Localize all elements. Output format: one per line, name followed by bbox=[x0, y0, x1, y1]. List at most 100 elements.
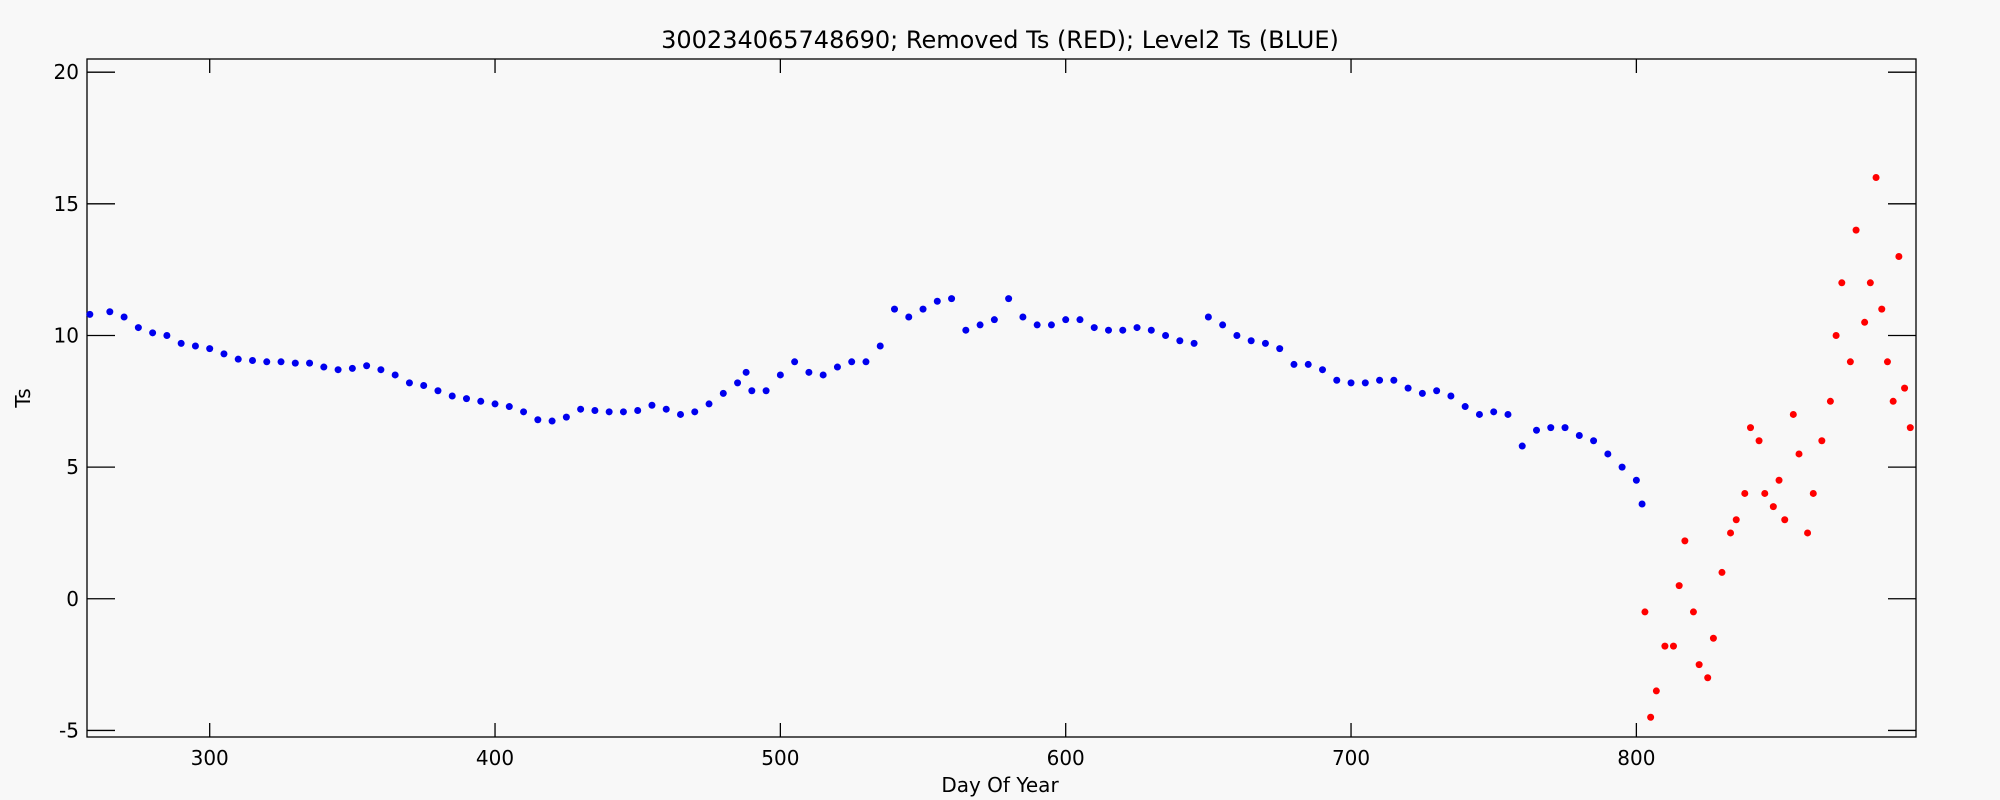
data-point bbox=[1162, 331, 1170, 339]
data-point bbox=[577, 405, 585, 413]
data-point bbox=[1233, 331, 1241, 339]
data-point bbox=[1033, 321, 1041, 329]
data-point bbox=[648, 401, 656, 409]
data-point bbox=[1490, 408, 1498, 416]
data-point bbox=[120, 313, 128, 321]
data-point bbox=[1376, 376, 1384, 384]
y-tick-label: -5 bbox=[59, 718, 79, 742]
data-point bbox=[1846, 358, 1854, 366]
x-axis-label: Day Of Year bbox=[941, 773, 1059, 797]
data-point bbox=[990, 316, 998, 324]
data-point bbox=[177, 339, 185, 347]
data-point bbox=[1795, 450, 1803, 458]
data-point bbox=[1204, 313, 1212, 321]
data-point bbox=[134, 324, 142, 332]
data-point bbox=[191, 342, 199, 350]
data-point bbox=[1119, 326, 1127, 334]
data-point bbox=[1475, 410, 1483, 418]
data-point bbox=[805, 368, 813, 376]
data-point bbox=[320, 363, 328, 371]
data-point bbox=[220, 350, 228, 358]
data-point bbox=[1618, 463, 1626, 471]
data-point bbox=[605, 408, 613, 416]
x-tick-label: 500 bbox=[761, 746, 799, 770]
data-point bbox=[306, 359, 314, 367]
data-point bbox=[1390, 376, 1398, 384]
data-point bbox=[1590, 437, 1598, 445]
data-point bbox=[1347, 379, 1355, 387]
y-tick-label: 20 bbox=[54, 60, 79, 84]
x-tick-label: 300 bbox=[191, 746, 229, 770]
data-point bbox=[1906, 424, 1914, 432]
data-point bbox=[206, 345, 214, 353]
data-point bbox=[1669, 642, 1677, 650]
data-point bbox=[163, 331, 171, 339]
data-point bbox=[791, 358, 799, 366]
data-point bbox=[1019, 313, 1027, 321]
data-point bbox=[848, 358, 856, 366]
data-point bbox=[1775, 476, 1783, 484]
data-point bbox=[1818, 437, 1826, 445]
data-point bbox=[676, 410, 684, 418]
data-point bbox=[363, 362, 371, 370]
data-point bbox=[1755, 437, 1763, 445]
chart-title: 300234065748690; Removed Ts (RED); Level… bbox=[661, 26, 1339, 54]
data-point bbox=[1304, 360, 1312, 368]
data-point bbox=[1219, 321, 1227, 329]
data-point bbox=[1504, 410, 1512, 418]
data-point bbox=[1404, 384, 1412, 392]
data-point bbox=[1852, 226, 1860, 234]
data-point bbox=[1433, 387, 1441, 395]
data-point bbox=[976, 321, 984, 329]
data-point bbox=[1866, 279, 1874, 287]
data-point bbox=[1781, 516, 1789, 524]
data-point bbox=[1147, 326, 1155, 334]
data-point bbox=[1641, 608, 1649, 616]
data-point bbox=[1276, 345, 1284, 353]
y-tick-label: 15 bbox=[54, 192, 79, 216]
data-point bbox=[1661, 642, 1669, 650]
x-tick-label: 400 bbox=[476, 746, 514, 770]
x-tick-label: 800 bbox=[1617, 746, 1655, 770]
data-point bbox=[462, 395, 470, 403]
data-point bbox=[291, 359, 299, 367]
data-point bbox=[819, 371, 827, 379]
data-point bbox=[377, 366, 385, 374]
data-point bbox=[1695, 661, 1703, 669]
data-point bbox=[1076, 316, 1084, 324]
data-point bbox=[1090, 324, 1098, 332]
data-point bbox=[890, 305, 898, 313]
data-point bbox=[1804, 529, 1812, 537]
data-point bbox=[905, 313, 913, 321]
y-tick-label: 5 bbox=[66, 455, 79, 479]
data-point bbox=[434, 387, 442, 395]
data-point bbox=[348, 364, 356, 372]
data-point bbox=[1652, 687, 1660, 695]
data-point bbox=[391, 371, 399, 379]
data-point bbox=[1883, 358, 1891, 366]
y-tick-label: 10 bbox=[54, 323, 79, 347]
data-point bbox=[1761, 489, 1769, 497]
data-point bbox=[1789, 410, 1797, 418]
data-point bbox=[1675, 582, 1683, 590]
data-point bbox=[334, 366, 342, 374]
data-point bbox=[1727, 529, 1735, 537]
data-point bbox=[1533, 426, 1541, 434]
data-point bbox=[1290, 360, 1298, 368]
data-point bbox=[1718, 568, 1726, 576]
data-point bbox=[1418, 389, 1426, 397]
data-point bbox=[1561, 424, 1569, 432]
data-point bbox=[1769, 503, 1777, 511]
data-point bbox=[948, 295, 956, 303]
data-point bbox=[491, 400, 499, 408]
data-point bbox=[1689, 608, 1697, 616]
data-point bbox=[1838, 279, 1846, 287]
data-point bbox=[1247, 337, 1255, 345]
data-point bbox=[534, 416, 542, 424]
data-point bbox=[719, 389, 727, 397]
data-point bbox=[1895, 252, 1903, 260]
data-point bbox=[634, 407, 642, 415]
data-point bbox=[1889, 397, 1897, 405]
